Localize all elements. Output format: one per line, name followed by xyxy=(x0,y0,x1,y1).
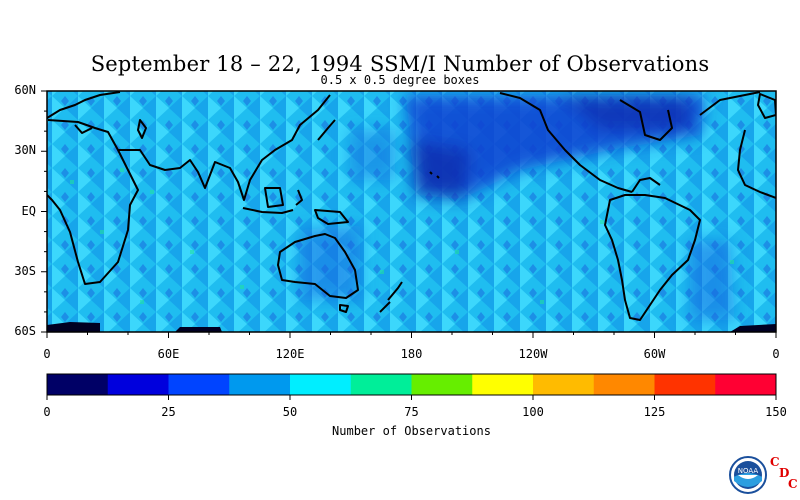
colorbar xyxy=(46,373,777,400)
latitude-label: 30S xyxy=(14,263,36,278)
longitude-label: 180 xyxy=(400,347,423,361)
latitude-label: 30N xyxy=(14,143,36,158)
colorbar-swatch xyxy=(533,374,595,395)
colorbar-tick-label: 25 xyxy=(161,405,176,419)
longitude-label: 120W xyxy=(518,347,548,361)
latitude-label: 60S xyxy=(14,324,36,338)
colorbar-tick-label: 75 xyxy=(404,405,419,419)
cdc-letter-1: C xyxy=(770,455,780,469)
colorbar-swatch xyxy=(168,374,230,395)
longitude-label: 120E xyxy=(275,347,305,361)
latitude-label: 60N xyxy=(14,83,36,97)
colorbar-swatch xyxy=(47,374,109,395)
colorbar-tick-label: 50 xyxy=(282,405,298,419)
longitude-label: 0 xyxy=(772,347,780,361)
colorbar-swatch xyxy=(715,374,777,395)
colorbar-tick-label: 100 xyxy=(522,405,544,419)
colorbar-tick-label: 0 xyxy=(43,405,51,419)
latitude-label: EQ xyxy=(21,203,36,218)
colorbar-swatch xyxy=(472,374,534,395)
longitude-label: 0 xyxy=(43,347,51,361)
page-subtitle: 0.5 x 0.5 degree boxes xyxy=(320,73,480,87)
colorbar-title: Number of Observations xyxy=(332,424,491,438)
colorbar-swatch xyxy=(350,374,412,395)
page-title: September 18 – 22, 1994 SSM/I Number of … xyxy=(90,52,710,76)
observation-field xyxy=(47,91,776,332)
colorbar-swatch xyxy=(290,374,352,395)
colorbar-tick-label: 125 xyxy=(643,405,666,419)
noaa-logo-text: NOAA xyxy=(738,467,759,475)
cdc-letter-2: D xyxy=(779,466,790,480)
noaa-logo-icon: NOAA xyxy=(728,455,768,499)
colorbar-swatch xyxy=(107,374,169,395)
colorbar-swatch xyxy=(593,374,655,395)
colorbar-swatch xyxy=(229,374,291,395)
cdc-letter-3: C xyxy=(788,477,798,491)
colorbar-swatch xyxy=(411,374,473,395)
colorbar-tick-label: 150 xyxy=(765,405,787,419)
coastlines xyxy=(47,91,776,321)
colorbar-swatch xyxy=(654,374,716,395)
longitude-label: 60W xyxy=(643,347,666,361)
longitude-label: 60E xyxy=(157,347,180,361)
